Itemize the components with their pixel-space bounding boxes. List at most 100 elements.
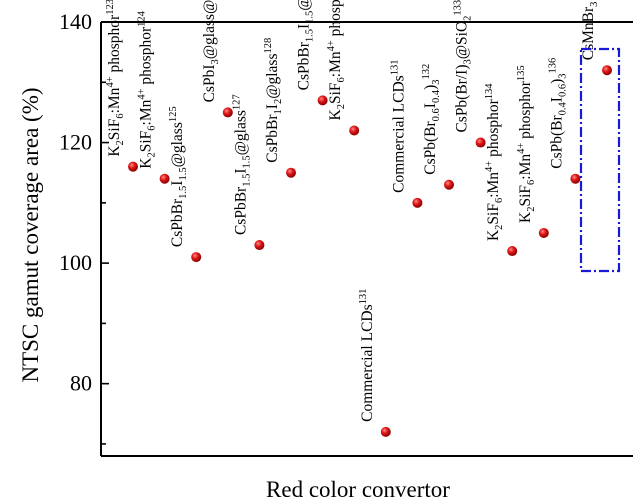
label-segment: 4+ — [326, 40, 337, 51]
label-segment: 3 — [557, 73, 568, 78]
label-segment: 6 — [115, 113, 126, 118]
point-label: CsMnBr3 films (This work) — [580, 0, 600, 60]
label-segment: 136 — [547, 58, 558, 74]
point-label: CsPbBr1.5I1.5@glass125 — [168, 106, 189, 247]
data-point — [380, 426, 391, 437]
label-segment: CsPb(Br/I) — [454, 65, 471, 133]
label-segment: SiF — [517, 185, 534, 207]
point-label-text: CsPbBr1.5I1.5@glass129 — [295, 0, 316, 90]
label-segment: 3 — [463, 59, 474, 64]
point-label-text: Commercial LCDs131 — [389, 60, 407, 193]
label-segment: phosphor — [106, 14, 123, 76]
label-segment: 125 — [168, 106, 179, 122]
label-segment: I — [264, 104, 281, 109]
label-segment: CsPbI — [201, 65, 218, 103]
y-tick-label: 140 — [59, 9, 92, 34]
data-point — [191, 252, 202, 263]
label-segment: phosphor — [327, 0, 344, 40]
label-segment: 4+ — [137, 88, 148, 99]
label-segment: 0.6 — [557, 84, 568, 97]
label-segment: 2 — [147, 152, 158, 157]
label-segment: ) — [422, 85, 439, 90]
data-point — [602, 65, 612, 76]
label-segment: 3 — [210, 59, 221, 64]
label-segment: phosphor — [138, 26, 155, 88]
point-label: K2SiF6:Mn4+ phosphor135 — [516, 65, 537, 223]
data-point — [128, 161, 138, 172]
label-segment: K — [327, 109, 344, 121]
label-segment: 124 — [137, 10, 148, 27]
point-label-text: K2SiF6:Mn4+ phosphor130 — [326, 0, 347, 121]
label-segment: 1.5 — [178, 186, 189, 199]
point-label: CsPb(Br0.4I0.6)3136 — [547, 58, 568, 169]
data-point — [412, 197, 423, 208]
point-label: CsPbBr1.5I1.5@glass129 — [295, 0, 316, 90]
point-label: CsPbBr1.5I1.5@glass127 — [231, 94, 252, 235]
label-segment: 2 — [526, 207, 537, 212]
label-segment: 0.4 — [557, 101, 568, 115]
data-point — [538, 227, 549, 238]
data-points — [128, 65, 612, 437]
label-segment: 4+ — [516, 143, 527, 154]
label-segment: @glass — [296, 0, 313, 11]
point-label-text: CsMnBr3 films (This work) — [580, 0, 600, 60]
label-segment: I — [169, 181, 186, 186]
label-segment: K — [106, 145, 123, 157]
label-segment: 1.5 — [305, 11, 316, 24]
label-segment: Commercial LCDs — [359, 304, 376, 422]
point-label: Commercial LCDs131 — [389, 60, 407, 193]
label-segment: K — [517, 211, 534, 223]
point-label: Commercial LCDs131 — [358, 289, 376, 422]
label-segment: 4+ — [105, 76, 116, 87]
label-segment: SiF — [106, 118, 123, 140]
label-segment: @glass@PS — [201, 0, 218, 59]
point-label-text: CsPb(Br0.6I0.4)3132 — [421, 64, 442, 175]
point-label-text: K2SiF6:Mn4+ phosphor124 — [137, 10, 158, 168]
label-segment: K — [138, 157, 155, 169]
data-point — [475, 137, 486, 148]
label-segment: 135 — [516, 65, 527, 81]
label-segment: 133 — [453, 0, 464, 16]
data-point — [286, 167, 296, 178]
point-label-text: CsPb(Br0.4I0.6)3136 — [547, 58, 568, 169]
point-label-text: CsPbBr1.5I1.5@glass125 — [168, 106, 189, 247]
label-segment: 3 — [589, 2, 600, 7]
y-tick-label: 100 — [59, 250, 92, 275]
label-segment: phosphor — [517, 80, 534, 142]
label-segment: phosphor — [485, 98, 502, 160]
label-segment: CsPbBr — [169, 198, 186, 247]
label-segment: 131 — [358, 289, 369, 305]
label-segment: CsPbBr — [232, 186, 249, 235]
label-segment: I — [232, 168, 249, 173]
label-segment: 1 — [273, 109, 284, 114]
point-label: CsPb(Br0.6I0.4)3132 — [421, 64, 442, 175]
label-segment: 134 — [484, 83, 495, 100]
point-label: CsPbBr1I2@glass128 — [263, 38, 284, 163]
point-label: K2SiF6:Mn4+ phosphor130 — [326, 0, 347, 121]
label-segment: 127 — [231, 94, 242, 110]
data-point — [222, 107, 233, 118]
y-ticks: 80 100 120 140 — [59, 9, 109, 445]
label-segment: I — [548, 97, 565, 102]
point-label: K2SiF6:Mn4+ phosphor124 — [137, 10, 158, 168]
label-segment: 1.5 — [305, 29, 316, 42]
label-segment: :Mn — [138, 99, 155, 125]
label-segment: K — [485, 229, 502, 241]
label-segment: 131 — [389, 60, 400, 76]
label-segment: CsPb(Br — [548, 114, 565, 168]
label-segment: CsPbBr — [264, 114, 281, 163]
label-segment: 6 — [526, 180, 537, 185]
point-label-text: CsPbBr1I2@glass128 — [263, 38, 284, 163]
label-segment: @glass — [169, 122, 186, 167]
label-segment: CsMnBr — [580, 6, 597, 60]
point-label-text: CsPbI3@glass@PS126 — [200, 0, 221, 102]
point-label-text: Commercial LCDs131 — [358, 289, 376, 422]
point-label: CsPbI3@glass@PS126 — [200, 0, 221, 102]
label-segment: 6 — [336, 77, 347, 82]
label-segment: films (This work) — [580, 0, 597, 2]
label-segment: 3 — [431, 80, 442, 85]
data-point — [507, 246, 518, 257]
point-label-text: K2SiF6:Mn4+ phosphor134 — [484, 83, 505, 241]
